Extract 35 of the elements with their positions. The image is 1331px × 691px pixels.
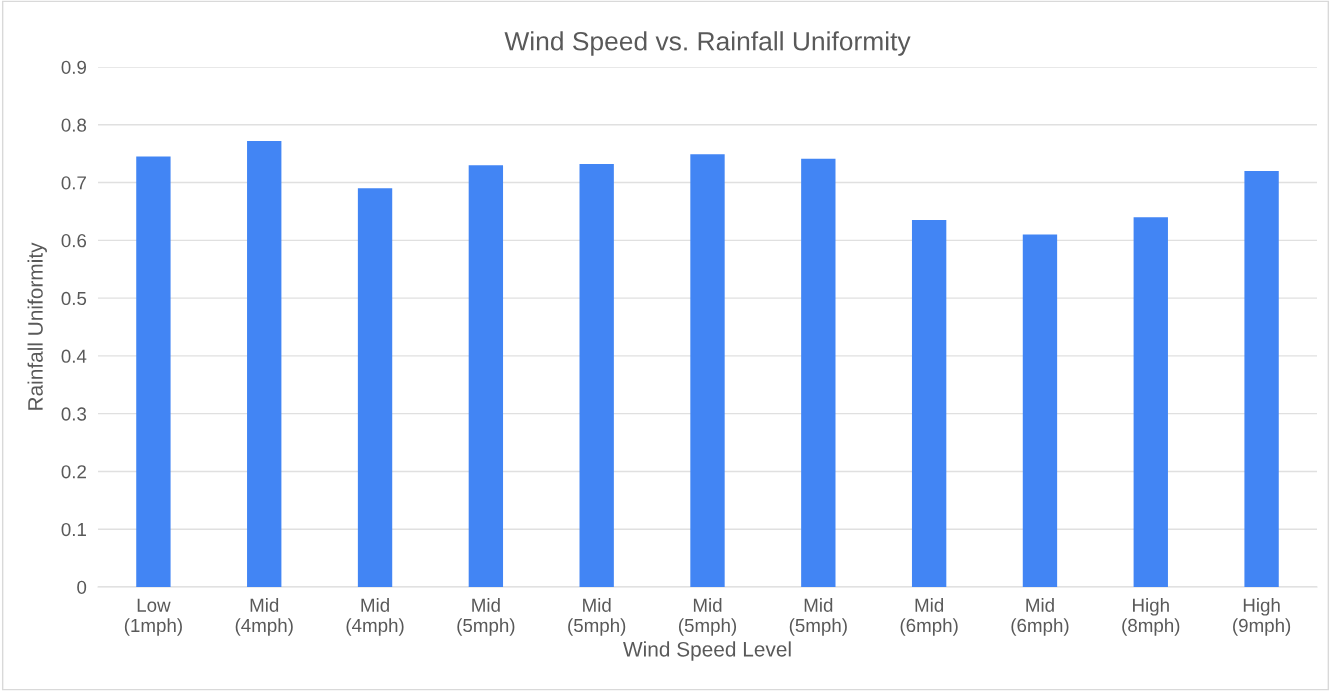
bar (1022, 234, 1058, 587)
bar (911, 220, 947, 587)
x-tick-label: Mid (5mph) (457, 598, 515, 636)
y-tick-label: 0.9 (61, 60, 86, 74)
bar (357, 188, 393, 587)
bar (690, 154, 725, 587)
x-tick-label: Low (1mph) (124, 598, 182, 636)
y-axis-title: Rainfall Uniformity (27, 242, 47, 410)
x-tick-label: Mid (4mph) (346, 598, 404, 636)
bar (1244, 171, 1279, 587)
y-tick-label: 0.4 (61, 349, 87, 363)
y-tick-label: 0.6 (61, 234, 87, 248)
bar (136, 156, 171, 587)
x-axis-title: Wind Speed Level (623, 641, 791, 661)
y-tick-label: 0.2 (61, 465, 86, 479)
x-tick-label: Mid (6mph) (900, 598, 958, 636)
y-tick-label: 0.5 (61, 291, 87, 306)
y-tick-label: 0 (77, 580, 87, 594)
bar (579, 164, 614, 587)
chart-title: Wind Speed vs. Rainfall Uniformity (504, 31, 911, 56)
y-tick-label: 0.7 (61, 176, 86, 190)
x-tick-label: Mid (5mph) (568, 598, 626, 636)
y-tick-label: 0.3 (61, 407, 87, 421)
x-tick-label: Mid (5mph) (789, 598, 847, 636)
x-tick-label: Mid (4mph) (235, 598, 293, 636)
x-tick-label: High (9mph) (1233, 598, 1291, 636)
y-tick-label: 0.8 (61, 118, 87, 132)
bar (1133, 217, 1168, 587)
x-tick-label: High (8mph) (1122, 598, 1180, 636)
bar (468, 165, 504, 587)
bar (247, 140, 282, 587)
x-tick-label: Mid (5mph) (678, 598, 737, 636)
y-tick-label: 0.1 (61, 522, 86, 537)
bar (801, 158, 836, 587)
x-tick-label: Mid (6mph) (1011, 598, 1069, 636)
